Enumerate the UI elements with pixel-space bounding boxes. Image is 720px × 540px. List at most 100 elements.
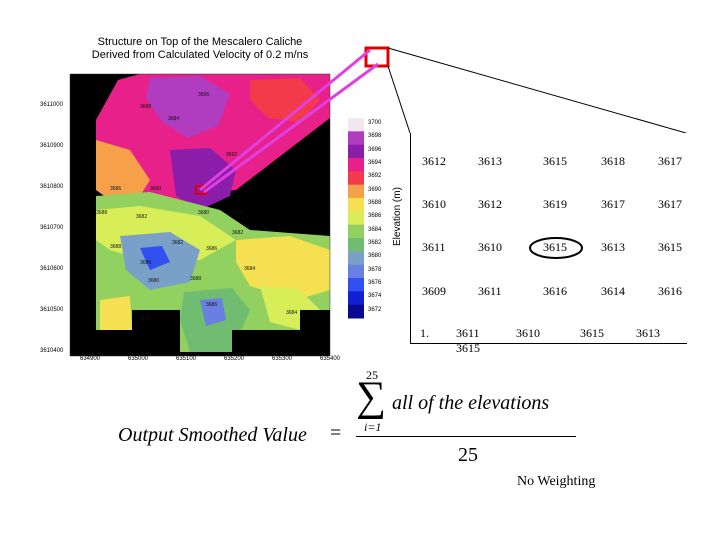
colorbar-tick-label: 3686 (368, 213, 382, 220)
sigma-icon: ∑ (356, 374, 386, 420)
colorbar-tick-label: 3682 (368, 240, 382, 246)
grid-cell: 3612 (422, 154, 446, 168)
grid-cell: 3617 (658, 154, 682, 168)
colorbar-swatch (348, 118, 364, 132)
colorbar-tick-label: 3680 (368, 253, 382, 260)
grid-last-row-cell-3: 3615 (580, 326, 604, 340)
map-title-line1: Structure on Top of the Mescalero Calich… (97, 36, 303, 48)
contour-label: 3682 (172, 240, 184, 246)
caption-no-weighting: No Weighting (517, 474, 596, 489)
callout-line-left (387, 65, 411, 134)
x-tick-label: 635100 (176, 356, 197, 362)
contour-label: 3688 (96, 210, 108, 216)
formula-numerator: all of the elevations (392, 392, 550, 414)
callout-line-right (387, 47, 687, 134)
colorbar-tick-label: 3690 (368, 186, 382, 193)
colorbar-swatch (348, 158, 364, 172)
map-title: Structure on Top of the Mescalero Calich… (70, 36, 330, 62)
colorbar-swatch (348, 278, 364, 292)
contour-label: 3682 (232, 230, 244, 236)
y-tick-label: 3610700 (40, 225, 64, 231)
contour-label: 3680 (148, 278, 160, 284)
grid-cell: 3611 (478, 284, 502, 298)
formula-equals: = (330, 422, 342, 444)
grid-last-row-cell-2: 3610 (516, 326, 540, 340)
colorbar-swatch (348, 304, 364, 319)
contour-label: 3680 (140, 260, 152, 266)
colorbar-tick-label: 3684 (368, 226, 382, 233)
grid-last-row-cell-1: 3611 (456, 326, 480, 340)
grid-cell: 3616 (543, 284, 567, 298)
colorbar-tick-label: 3688 (368, 200, 382, 206)
colorbar-swatch (348, 144, 364, 159)
y-tick-label: 3610500 (40, 307, 64, 313)
sum-lower-limit: i=1 (364, 420, 382, 434)
formula-denominator: 25 (458, 444, 478, 466)
x-tick-label: 635200 (224, 356, 245, 362)
grid-cell: 3615 (543, 240, 567, 254)
y-tick-label: 3610800 (40, 184, 64, 190)
grid-cell: 3619 (543, 197, 567, 211)
contour-label: 3680 (198, 210, 210, 216)
colorbar-swatch (348, 291, 364, 306)
grid-cell: 3610 (422, 197, 446, 211)
contour-label: 3684 (168, 116, 180, 122)
grid-cell: 3617 (601, 197, 625, 211)
contour-label: 3686 (110, 186, 122, 192)
contour-label: 3686 (206, 246, 218, 252)
colorbar-tick-label: 3672 (368, 306, 382, 313)
colorbar-swatch (348, 131, 364, 146)
x-tick-label: 635400 (320, 356, 341, 362)
grid-last-row-cell-4: 3613 (636, 326, 660, 340)
contour-label: 3688 (190, 276, 202, 282)
grid-cell: 3614 (601, 284, 625, 298)
fraction-bar (356, 436, 576, 437)
contour-label: 3696 (198, 92, 210, 98)
y-tick-label: 3610900 (40, 143, 64, 149)
colorbar-tick-label: 3676 (368, 280, 382, 286)
colorbar-swatch (348, 238, 364, 252)
y-tick-label: 3610600 (40, 266, 64, 272)
y-tick-label: 3610400 (40, 348, 64, 354)
grid-cell: 3612 (478, 197, 502, 211)
colorbar-tick-label: 3698 (368, 133, 382, 140)
colorbar-tick-label: 3678 (368, 266, 382, 273)
highlight-ellipse (529, 237, 583, 259)
grid-cell: 3611 (422, 240, 446, 254)
grid-cell: 3613 (601, 240, 625, 254)
contour-label: 3688 (110, 244, 122, 250)
grid-cell: 3615 (658, 240, 682, 254)
contour-label: 3684 (232, 210, 244, 216)
zoom-line-upper (199, 48, 371, 192)
formula-left-side: Output Smoothed Value (118, 424, 307, 446)
colorbar-tick-label: 3700 (368, 120, 382, 126)
colorbar-swatch (348, 224, 364, 239)
x-tick-label: 634900 (80, 356, 101, 362)
y-tick-label: 3611000 (40, 102, 63, 108)
grid-cell: 3618 (601, 154, 625, 168)
zoom-line-lower (203, 62, 379, 194)
elevation-surface (96, 74, 330, 352)
elevation-axis-label: Elevation (m) (392, 187, 403, 246)
contour-label: 3690 (140, 316, 152, 322)
contour-label: 3682 (136, 214, 148, 220)
grid-last-row-wrap: 3615 (456, 341, 480, 355)
grid-cell: 3613 (478, 154, 502, 168)
sum-upper-limit: 25 (366, 368, 378, 382)
colorbar-swatch (348, 211, 364, 226)
contour-label: 3688 (140, 104, 152, 110)
grid-cell: 3609 (422, 284, 446, 298)
colorbar-swatch (348, 184, 364, 199)
x-tick-label: 635300 (272, 356, 293, 362)
grid-cell: 3615 (543, 154, 567, 168)
contour-label: 3686 (206, 302, 218, 308)
map-title-line2: Derived from Calculated Velocity of 0.2 … (91, 49, 309, 61)
colorbar-tick-label: 3696 (368, 146, 382, 153)
contour-label: 3692 (226, 152, 238, 158)
grid-cell: 3617 (658, 197, 682, 211)
colorbar-swatch (348, 171, 364, 186)
colorbar (348, 118, 364, 319)
contour-label: 3690 (150, 186, 162, 192)
colorbar-swatch (348, 198, 364, 212)
